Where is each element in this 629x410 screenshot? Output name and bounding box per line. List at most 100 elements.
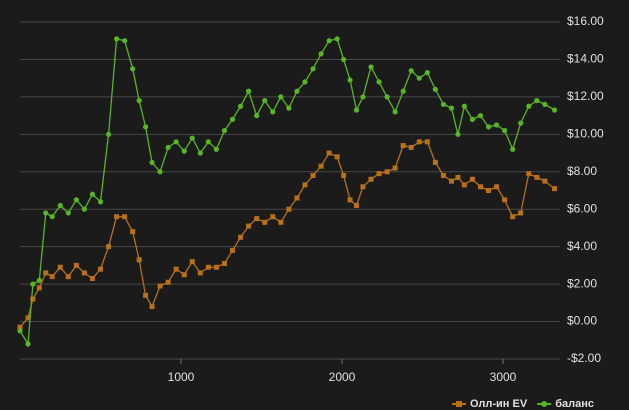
y-tick-label: -$2.00 (567, 351, 601, 365)
point (486, 188, 492, 193)
y-tick-label: $8.00 (567, 164, 597, 178)
point (197, 270, 203, 276)
point (98, 266, 104, 272)
legend-marker (456, 401, 462, 407)
point (30, 281, 36, 287)
point (278, 219, 284, 225)
point (440, 173, 446, 179)
point (81, 206, 88, 212)
point (542, 101, 548, 107)
point (341, 56, 347, 63)
y-tick-label: $12.00 (567, 89, 604, 103)
series-line (19, 38, 555, 347)
y-tick-label: $0.00 (567, 314, 597, 328)
point (73, 197, 79, 203)
point (368, 176, 374, 182)
point (173, 266, 179, 272)
point (455, 174, 461, 180)
point (318, 163, 324, 169)
point (416, 139, 422, 145)
point (477, 184, 483, 190)
point (25, 315, 31, 321)
point (89, 191, 96, 197)
point (334, 36, 340, 42)
point (221, 127, 228, 134)
point (17, 328, 23, 334)
x-tick-label: 3000 (490, 370, 517, 384)
point (400, 88, 406, 94)
point (36, 285, 42, 291)
point (149, 304, 155, 310)
point (136, 98, 142, 104)
point (122, 214, 128, 220)
y-tick-label: $4.00 (567, 239, 597, 253)
point (432, 86, 438, 92)
point (221, 261, 227, 267)
point (518, 120, 524, 126)
point (485, 124, 492, 130)
point (310, 173, 316, 179)
legend-item[interactable]: баланс (537, 398, 594, 410)
y-tick-label: $6.00 (567, 201, 597, 215)
point (416, 75, 422, 81)
point (157, 169, 163, 175)
y-tick-label: $10.00 (567, 127, 604, 141)
y-tick-label: $2.00 (567, 276, 597, 290)
point (17, 324, 23, 330)
point (510, 214, 516, 220)
point (189, 135, 195, 141)
legend-item[interactable]: Олл-ин EV (452, 398, 528, 410)
point (494, 184, 500, 190)
x-tick-label: 1000 (168, 370, 195, 384)
point (181, 272, 187, 278)
point (36, 277, 42, 283)
point (518, 210, 524, 216)
point (448, 178, 454, 184)
point (302, 79, 308, 85)
point (384, 169, 390, 175)
point (106, 244, 112, 250)
point (510, 146, 516, 152)
point (229, 116, 236, 122)
point (43, 270, 49, 276)
point (262, 219, 268, 225)
point (432, 159, 438, 165)
point (368, 64, 374, 70)
point (238, 234, 244, 240)
point (89, 275, 95, 281)
point (81, 270, 87, 276)
point (392, 165, 398, 171)
point (493, 122, 500, 128)
point (469, 116, 476, 122)
point (149, 159, 155, 166)
point (97, 199, 104, 205)
point (302, 182, 308, 188)
point (400, 143, 406, 149)
point (143, 292, 149, 298)
point (165, 144, 171, 151)
point (448, 105, 455, 111)
point (440, 101, 447, 107)
point (542, 178, 548, 184)
point (130, 66, 136, 72)
y-tick-label: $16.00 (567, 14, 604, 28)
point (205, 264, 211, 270)
point (205, 139, 211, 145)
point (477, 113, 484, 119)
point (230, 247, 236, 253)
point (254, 216, 260, 222)
point (455, 131, 461, 137)
point (105, 131, 112, 137)
point (114, 36, 120, 42)
point (353, 107, 360, 113)
point (254, 113, 260, 119)
point (43, 210, 49, 216)
point (130, 229, 136, 235)
point (526, 171, 532, 177)
point (347, 77, 353, 83)
point (461, 103, 467, 109)
point (461, 182, 467, 188)
point (360, 94, 366, 100)
